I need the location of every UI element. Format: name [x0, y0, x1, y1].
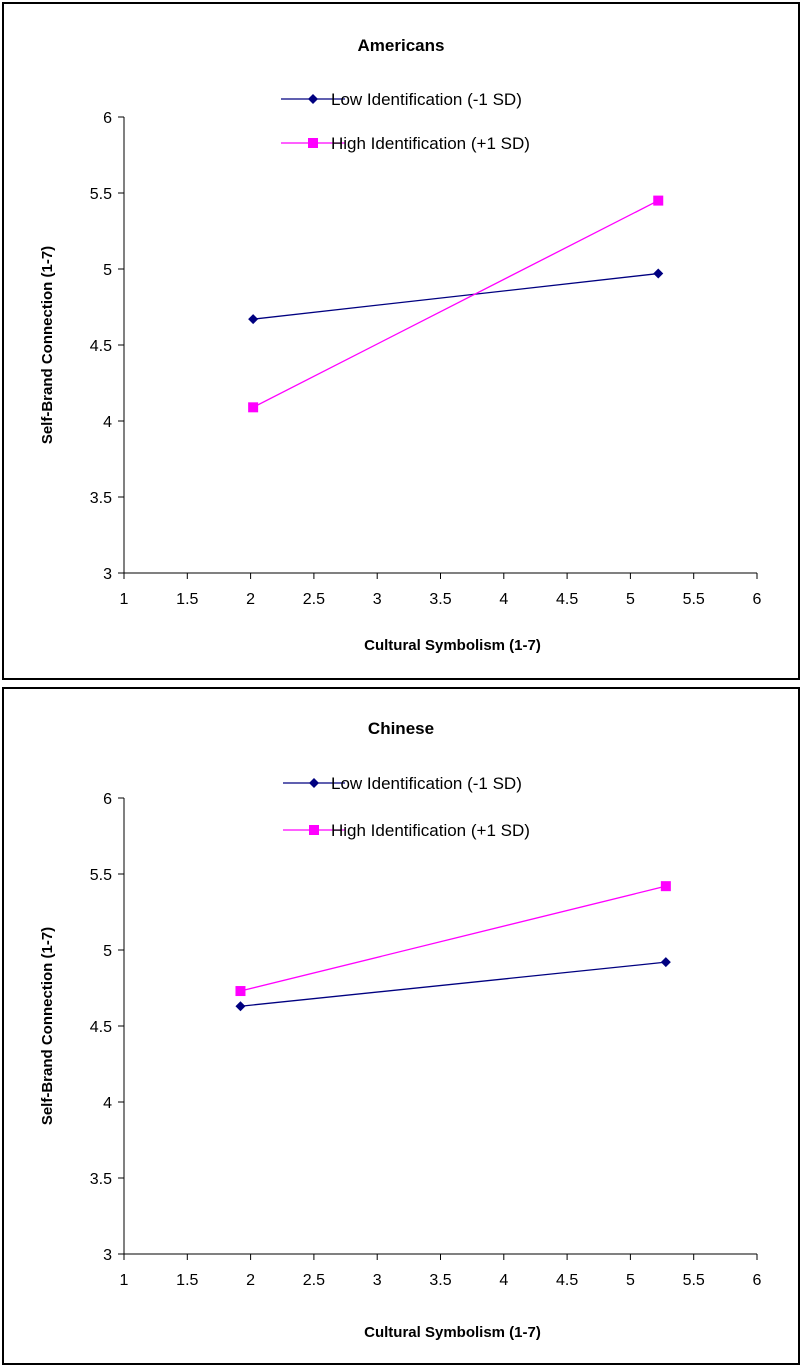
y-tick-label: 3 [103, 1247, 112, 1264]
x-tick-label: 5.5 [683, 591, 705, 608]
x-tick-label: 5.5 [683, 1272, 705, 1289]
legend-label-1: High Identification (+1 SD) [331, 134, 530, 153]
x-tick-label: 1 [120, 591, 129, 608]
legend-label-0: Low Identification (-1 SD) [331, 774, 522, 793]
x-tick-label: 4.5 [556, 591, 578, 608]
series-line-0 [240, 961, 666, 1007]
y-tick-label: 3.5 [90, 490, 112, 507]
chart-panel-chinese: Chinese 1 1.5 2 2.5 3 3.5 4 4.5 5 5.5 6 3 3.5 4 4.5 5 5.5… [0, 683, 801, 1366]
data-point-square [653, 195, 664, 206]
x-tick-label: 2 [246, 1272, 255, 1289]
y-tick-label: 5.5 [90, 867, 112, 884]
x-tick-label: 3 [373, 591, 382, 608]
x-tick-label: 6 [753, 591, 762, 608]
series-line-1 [252, 200, 659, 408]
y-tick-label: 4.5 [90, 1019, 112, 1036]
x-tick-label: 5 [626, 591, 635, 608]
x-tick-label: 2.5 [303, 591, 325, 608]
x-tick-label: 3.5 [429, 1272, 451, 1289]
series-line-1 [240, 885, 667, 992]
legend-label-1: High Identification (+1 SD) [331, 821, 530, 840]
y-tick-label: 6 [103, 110, 112, 127]
data-point-square [248, 402, 259, 413]
data-point-diamond [248, 314, 259, 325]
legend-marker-diamond [308, 94, 318, 104]
x-tick-label: 4 [499, 591, 508, 608]
x-axis-title: Cultural Symbolism (1-7) [364, 1324, 541, 1341]
y-tick-label: 6 [103, 791, 112, 808]
x-tick-label: 6 [753, 1272, 762, 1289]
data-point-diamond [660, 957, 671, 968]
y-tick-label: 4 [103, 1095, 112, 1112]
x-tick-label: 2.5 [303, 1272, 325, 1289]
x-axis-title: Cultural Symbolism (1-7) [364, 637, 541, 654]
data-point-diamond [235, 1001, 246, 1012]
data-point-diamond [653, 268, 664, 279]
x-tick-label: 1.5 [176, 591, 198, 608]
x-tick-label: 3.5 [429, 591, 451, 608]
chart-frame [2, 687, 800, 1365]
y-tick-label: 3 [103, 566, 112, 583]
x-tick-label: 5 [626, 1272, 635, 1289]
y-axis-title: Self-Brand Connection (1-7) [39, 927, 56, 1125]
legend-marker-square [309, 825, 319, 835]
x-tick-label: 3 [373, 1272, 382, 1289]
y-tick-label: 5 [103, 262, 112, 279]
y-tick-label: 5.5 [90, 186, 112, 203]
y-tick-label: 5 [103, 943, 112, 960]
y-axis-title: Self-Brand Connection (1-7) [39, 246, 56, 444]
x-tick-label: 2 [246, 591, 255, 608]
chart-americans: Americans 1 1.5 2 2.5 3 3.5 4 4.5 5 5.5 6 3 3.5 4 4.5 5 5… [2, 2, 800, 680]
chart-panel-americans: Americans 1 1.5 2 2.5 3 3.5 4 4.5 5 5.5 6 3 3.5 4 4.5 5 5… [2, 2, 800, 680]
legend-marker-diamond [309, 778, 319, 788]
legend-marker-square [308, 138, 318, 148]
chart-frame [2, 2, 800, 680]
x-tick-label: 1 [120, 1272, 129, 1289]
series-line-0 [253, 272, 659, 320]
chart-title: Chinese [368, 719, 434, 738]
chart-title: Americans [358, 36, 445, 55]
x-tick-label: 4.5 [556, 1272, 578, 1289]
x-tick-label: 1.5 [176, 1272, 198, 1289]
chart-chinese: Chinese 1 1.5 2 2.5 3 3.5 4 4.5 5 5.5 6 3 3.5 4 4.5 5 5.5… [2, 687, 800, 1365]
legend-label-0: Low Identification (-1 SD) [331, 90, 522, 109]
data-point-square [235, 986, 246, 997]
y-tick-label: 4.5 [90, 338, 112, 355]
y-tick-label: 3.5 [90, 1171, 112, 1188]
data-point-square [660, 881, 671, 892]
x-tick-label: 4 [499, 1272, 508, 1289]
y-tick-label: 4 [103, 414, 112, 431]
